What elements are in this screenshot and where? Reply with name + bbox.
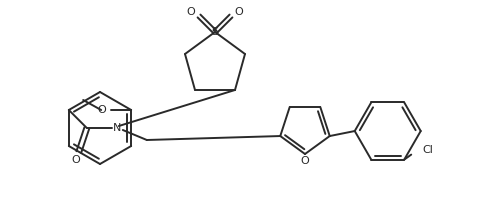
Text: O: O (97, 105, 106, 115)
Text: Cl: Cl (422, 145, 433, 155)
Text: O: O (71, 155, 80, 165)
Text: S: S (212, 27, 218, 37)
Text: O: O (301, 156, 309, 166)
Text: O: O (187, 7, 195, 17)
Text: O: O (235, 7, 243, 17)
Text: N: N (113, 123, 121, 133)
